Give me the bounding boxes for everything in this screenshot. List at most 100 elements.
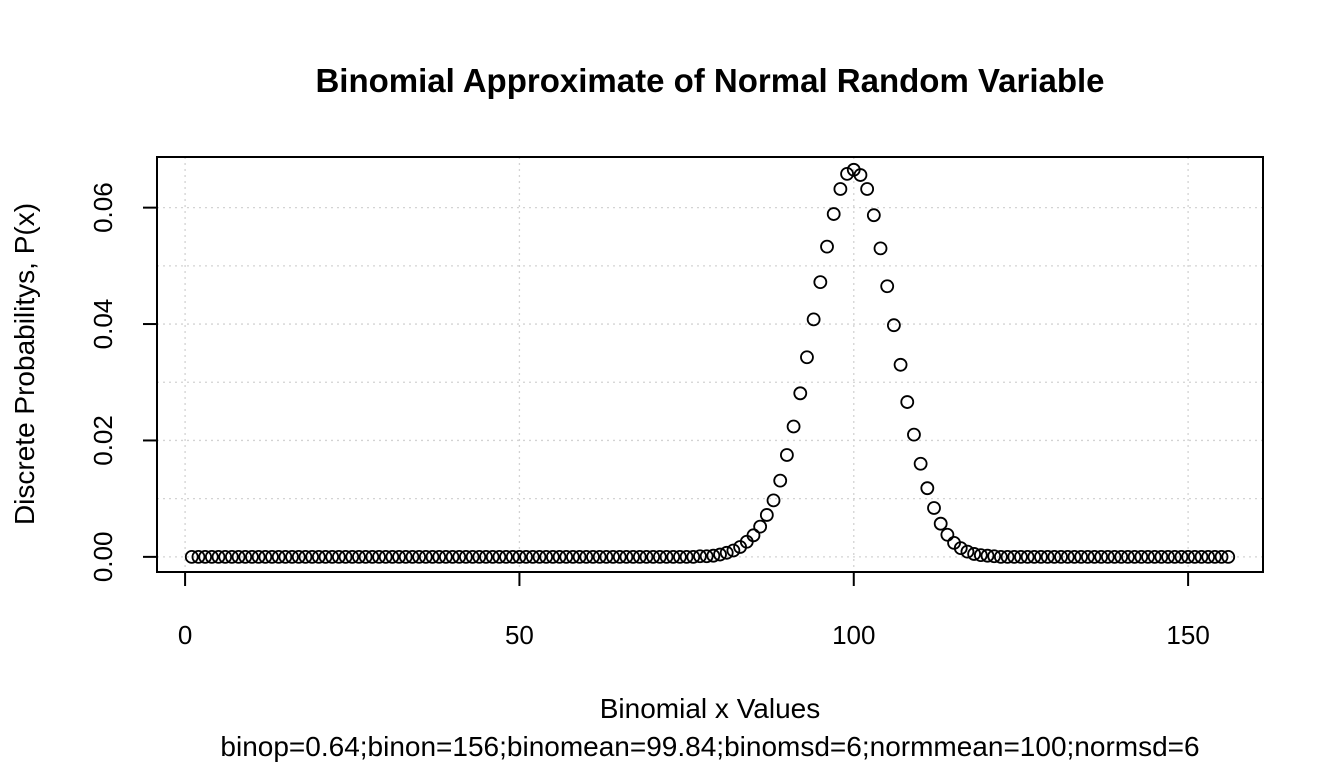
data-point (345, 549, 360, 564)
data-point (833, 182, 848, 196)
data-point (1174, 549, 1189, 564)
data-point (1094, 549, 1109, 564)
data-point (378, 549, 393, 564)
data-point (1054, 549, 1068, 564)
data-points (184, 162, 1236, 564)
data-point (853, 168, 868, 182)
data-point (258, 549, 273, 564)
data-point (191, 549, 206, 564)
data-point (693, 549, 707, 564)
data-point (766, 493, 781, 508)
data-point (519, 549, 534, 564)
data-point (1207, 549, 1222, 564)
data-point (318, 549, 333, 564)
data-point (1074, 549, 1089, 564)
data-point (913, 456, 928, 471)
data-point (987, 549, 1002, 564)
data-point (438, 549, 453, 564)
data-point (652, 549, 667, 564)
data-point (953, 541, 968, 556)
data-point (572, 549, 587, 564)
data-point (492, 549, 507, 564)
plot-frame (156, 156, 1264, 573)
data-point (679, 549, 694, 564)
data-point (245, 549, 259, 564)
data-point (412, 549, 427, 564)
data-point (686, 549, 701, 564)
data-point (753, 519, 768, 534)
data-point (639, 549, 654, 564)
data-point (285, 549, 299, 564)
data-point (973, 548, 988, 563)
data-point (586, 549, 600, 564)
y-tick-label: 0.02 (88, 415, 118, 466)
data-point (612, 549, 627, 564)
data-point (666, 549, 681, 564)
data-point (673, 549, 687, 564)
data-point (211, 549, 226, 564)
data-point (479, 549, 493, 564)
data-point (385, 549, 400, 564)
data-point (806, 312, 821, 327)
data-point (331, 549, 346, 564)
data-point (880, 279, 895, 294)
data-point (1087, 549, 1102, 564)
data-point (960, 544, 975, 559)
data-point (525, 549, 540, 564)
data-point (1127, 549, 1142, 564)
data-point (465, 549, 480, 564)
data-point (592, 549, 607, 564)
data-point (907, 427, 921, 442)
data-point (927, 501, 941, 515)
data-point (579, 549, 594, 564)
data-point (1047, 549, 1062, 564)
data-point (224, 549, 239, 564)
data-point (418, 549, 433, 564)
data-point (338, 549, 353, 564)
data-point (325, 549, 340, 564)
data-point (786, 419, 801, 434)
y-tick-label: 0.04 (88, 299, 118, 350)
data-point (505, 549, 520, 564)
x-axis-label: Binomial x Values (600, 693, 820, 724)
data-point (459, 549, 473, 564)
data-point (1040, 549, 1055, 564)
data-point (1100, 549, 1115, 564)
data-point (305, 549, 320, 564)
data-point (358, 549, 373, 564)
data-point (1201, 549, 1216, 564)
data-point (840, 166, 854, 181)
data-point (779, 448, 794, 462)
y-axis: 0.00 0.02 0.04 0.06 (88, 182, 157, 582)
data-point (820, 239, 834, 254)
data-point (1107, 549, 1122, 564)
data-point (398, 549, 413, 564)
y-axis-label: Discrete Probabilitys, P(x) (9, 203, 40, 525)
data-point (1027, 549, 1042, 564)
data-point (1181, 549, 1196, 564)
data-point (659, 549, 674, 564)
data-point (619, 549, 634, 564)
data-point (1161, 549, 1175, 564)
data-point (1214, 549, 1229, 564)
data-point (1000, 549, 1015, 564)
data-point (886, 318, 901, 333)
data-point (1007, 549, 1022, 564)
data-point (632, 549, 647, 564)
data-point (552, 549, 567, 564)
data-point (372, 549, 386, 564)
data-point (532, 549, 547, 564)
x-tick-label: 50 (505, 620, 534, 650)
data-point (606, 549, 620, 564)
data-point (1034, 549, 1048, 564)
data-point (566, 549, 580, 564)
data-point (271, 549, 286, 564)
data-point (1114, 549, 1129, 564)
data-point (231, 549, 246, 564)
data-point (1194, 549, 1209, 564)
data-point (472, 549, 487, 564)
data-point (940, 527, 955, 542)
data-point (545, 549, 560, 564)
x-tick-label: 0 (178, 620, 192, 650)
